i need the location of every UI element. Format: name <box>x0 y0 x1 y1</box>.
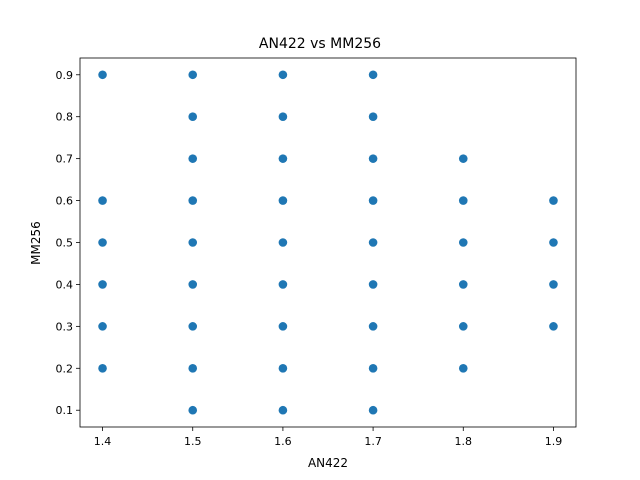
data-point <box>98 322 107 331</box>
x-tick-label: 1.7 <box>364 435 382 448</box>
data-point <box>458 238 468 247</box>
x-tick-label: 1.8 <box>455 435 473 448</box>
data-point <box>368 322 378 331</box>
data-point <box>368 238 378 247</box>
data-point <box>368 112 378 121</box>
y-tick-label: 0.1 <box>56 404 74 417</box>
y-tick-label: 0.2 <box>56 362 74 375</box>
data-point <box>278 364 288 373</box>
data-point <box>549 196 558 205</box>
data-point <box>98 364 107 373</box>
points-layer <box>98 70 558 415</box>
data-point <box>549 238 558 247</box>
data-point <box>368 70 378 80</box>
chart-title: AN422 vs MM256 <box>259 36 381 52</box>
y-tick-label: 0.6 <box>56 195 74 208</box>
x-tick-label: 1.4 <box>94 435 112 448</box>
data-point <box>278 405 288 415</box>
y-tick-label: 0.7 <box>56 153 74 166</box>
data-point <box>368 364 378 373</box>
x-tick-label: 1.5 <box>184 435 202 448</box>
data-point <box>278 70 288 80</box>
data-point <box>188 238 198 247</box>
data-point <box>188 70 198 80</box>
y-tick-label: 0.3 <box>56 320 74 333</box>
data-point <box>98 196 107 205</box>
data-point <box>98 238 107 247</box>
data-point <box>458 196 468 205</box>
data-point <box>368 154 378 163</box>
y-tick-label: 0.9 <box>56 69 74 82</box>
data-point <box>458 364 468 373</box>
data-point <box>458 154 468 163</box>
y-tick-label: 0.4 <box>56 278 74 291</box>
y-tick-label: 0.8 <box>56 111 74 124</box>
data-point <box>278 154 288 163</box>
x-axis-label: AN422 <box>308 456 348 470</box>
data-point <box>188 112 198 121</box>
data-point <box>278 196 288 205</box>
y-axis: 0.1 0.2 0.3 0.4 0.5 0.6 0.7 0.8 0.9 <box>56 69 80 417</box>
data-point <box>188 405 198 415</box>
data-point <box>98 70 107 80</box>
y-tick-label: 0.5 <box>56 237 74 250</box>
data-point <box>278 238 288 247</box>
data-point <box>188 322 198 331</box>
data-point <box>278 112 288 121</box>
data-point <box>549 280 558 289</box>
data-point <box>188 280 198 289</box>
y-axis-label: MM256 <box>29 221 43 265</box>
data-point <box>278 322 288 331</box>
data-point <box>368 405 378 415</box>
data-point <box>188 154 198 163</box>
data-point <box>98 280 107 289</box>
x-tick-label: 1.6 <box>274 435 292 448</box>
x-axis: 1.4 1.5 1.6 1.7 1.8 1.9 <box>94 427 562 448</box>
data-point <box>368 280 378 289</box>
data-point <box>278 280 288 289</box>
data-point <box>549 322 558 331</box>
data-point <box>458 322 468 331</box>
data-point <box>458 280 468 289</box>
data-point <box>188 364 198 373</box>
data-point <box>188 196 198 205</box>
data-point <box>368 196 378 205</box>
x-tick-label: 1.9 <box>545 435 563 448</box>
